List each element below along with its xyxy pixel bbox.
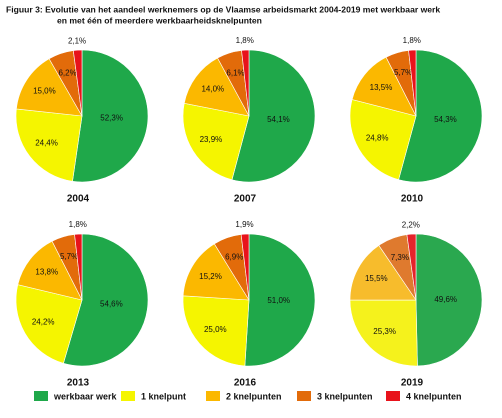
figure-title: en met één of meerdere werkbaarheidsknel… <box>57 15 262 25</box>
pie-slice <box>349 245 417 301</box>
legend-label: 2 knelpunten <box>226 391 282 401</box>
legend-marker <box>121 391 135 401</box>
data-label: 1,8% <box>403 36 421 45</box>
legend-marker <box>34 391 48 401</box>
data-label: 14,0% <box>201 85 224 94</box>
pie-title: 2013 <box>67 378 90 389</box>
pie-slice <box>16 58 83 117</box>
data-label: 5,7% <box>60 252 78 261</box>
data-label: 7,3% <box>391 253 409 262</box>
data-label: 15,2% <box>199 272 222 281</box>
pie-slice <box>15 108 83 182</box>
data-label: 6,1% <box>226 68 244 77</box>
pie-slice <box>182 295 250 367</box>
data-label: 15,5% <box>365 274 388 283</box>
legend-label: 4 knelpunten <box>406 391 462 401</box>
pie-slice <box>408 49 417 117</box>
pie-title: 2007 <box>234 194 257 205</box>
pie-slice <box>415 233 483 367</box>
data-label: 54,3% <box>434 115 457 124</box>
legend-label: werkbaar werk <box>53 391 118 401</box>
data-label: 25,3% <box>373 327 396 336</box>
data-label: 24,8% <box>366 134 389 143</box>
pie-slice <box>15 284 83 364</box>
data-label: 5,7% <box>394 68 412 77</box>
data-label: 13,8% <box>35 267 58 276</box>
data-label: 15,0% <box>33 87 56 96</box>
pie-slice <box>72 49 83 117</box>
data-label: 24,2% <box>32 318 55 327</box>
pie-slice <box>183 57 250 117</box>
legend-marker <box>206 391 220 401</box>
data-label: 6,2% <box>58 69 76 78</box>
data-label: 1,8% <box>236 36 254 45</box>
data-label: 13,5% <box>370 83 393 92</box>
data-label: 1,8% <box>69 220 87 229</box>
pie-slice <box>74 233 83 301</box>
pie-slice <box>241 49 250 117</box>
pie-slice <box>72 49 149 183</box>
pie-slice <box>182 102 250 181</box>
pie-title: 2004 <box>67 194 90 205</box>
data-label: 23,9% <box>200 135 223 144</box>
pie-slice <box>240 233 250 301</box>
legend-marker <box>297 391 311 401</box>
data-label: 52,3% <box>100 113 123 122</box>
data-label: 54,1% <box>267 115 290 124</box>
legend-label: 1 knelpunt <box>141 391 186 401</box>
pie-slice <box>349 99 417 181</box>
pie-title: 2019 <box>401 378 424 389</box>
data-label: 25,0% <box>204 325 227 334</box>
data-label: 54,6% <box>100 299 123 308</box>
data-label: 1,9% <box>235 220 253 229</box>
pie-slice <box>17 240 83 301</box>
data-label: 6,9% <box>225 253 243 262</box>
pie-slice <box>63 233 149 367</box>
pie-slice <box>231 49 316 183</box>
pie-slice <box>244 233 316 367</box>
pie-title: 2016 <box>234 378 257 389</box>
pie-slice <box>351 56 417 117</box>
pie-slice <box>182 243 250 301</box>
pie-title: 2010 <box>401 194 424 205</box>
legend-label: 3 knelpunten <box>317 391 373 401</box>
data-label: 24,4% <box>35 139 58 148</box>
pie-slice <box>398 49 483 183</box>
figure-title: Figuur 3: Evolutie van het aandeel werkn… <box>6 4 440 14</box>
data-label: 49,6% <box>434 295 457 304</box>
pie-slice <box>349 299 418 367</box>
data-label: 2,2% <box>402 220 420 229</box>
data-label: 2,1% <box>68 36 86 45</box>
data-label: 51,0% <box>267 296 290 305</box>
legend-marker <box>386 391 400 401</box>
pie-slice <box>406 233 417 301</box>
